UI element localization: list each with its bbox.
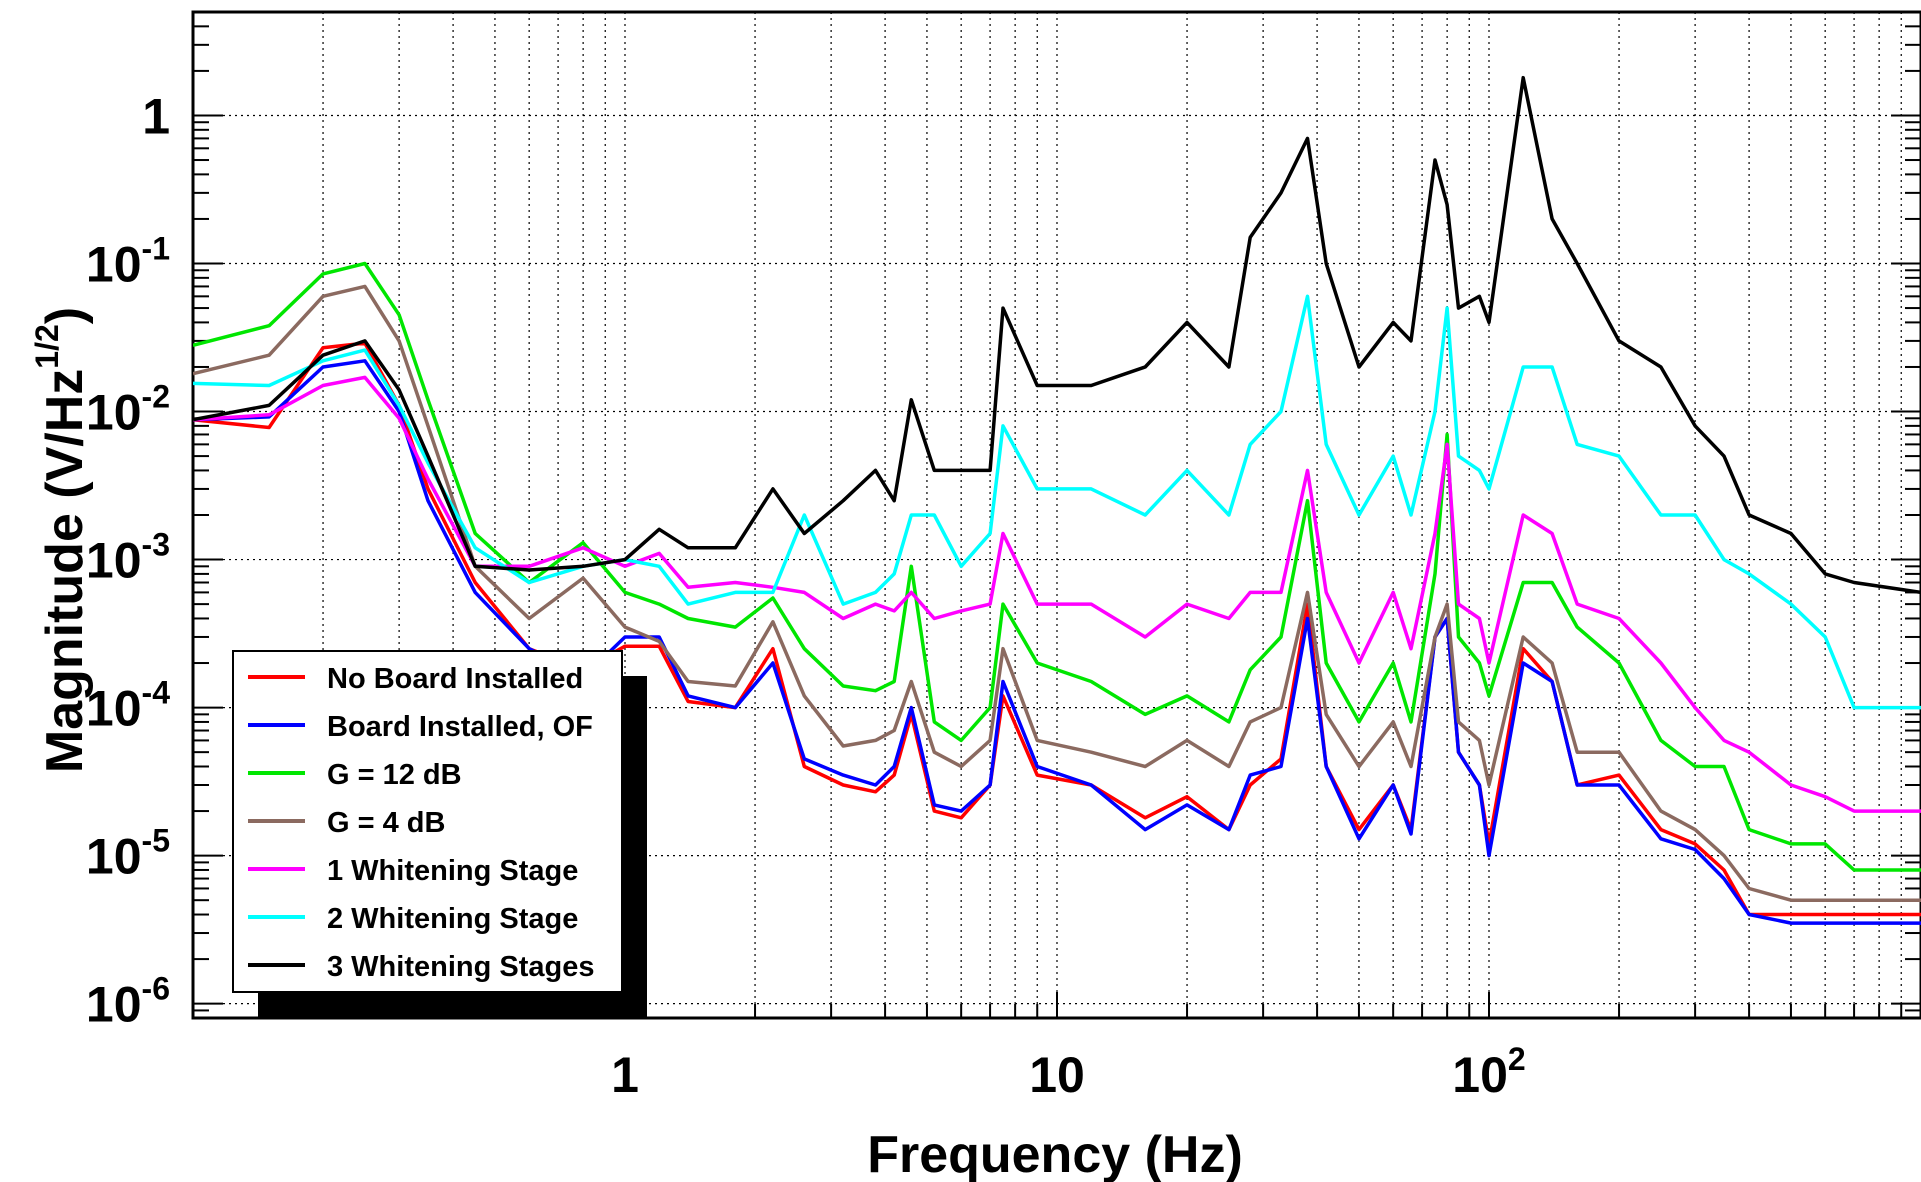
x-axis-label: Frequency (Hz): [867, 1126, 1243, 1182]
series-line-5: [193, 375, 1921, 813]
legend-label: 3 Whitening Stages: [327, 951, 594, 983]
legend-label: 2 Whitening Stage: [327, 903, 578, 935]
tick-layer: 1 10 102 1 10-1 10-2 10-3 10-4 10-5 10-6: [86, 25, 1921, 1103]
legend: No Board Installed Board Installed, OF G =…: [232, 650, 647, 1017]
y-tick-label: 10-4: [86, 675, 170, 737]
series-line-7: [193, 75, 1921, 595]
legend-label: Board Installed, OF: [327, 711, 593, 743]
legend-label: G = 12 dB: [327, 759, 462, 791]
y-tick-label: 10-5: [86, 823, 170, 885]
x-tick-label: 1: [611, 1047, 639, 1103]
y-tick-label: 1: [142, 88, 170, 144]
legend-label: 1 Whitening Stage: [327, 855, 578, 887]
legend-label: No Board Installed: [327, 663, 583, 695]
series-line-3: [193, 261, 1921, 872]
y-tick-label: 10-1: [86, 231, 170, 293]
x-tick-label: 102: [1452, 1041, 1525, 1103]
legend-label: G = 4 dB: [327, 807, 445, 839]
y-tick-label: 10-6: [86, 971, 170, 1033]
series-line-4: [193, 284, 1921, 902]
y-tick-label: 10-2: [86, 379, 170, 441]
y-tick-label: 10-3: [86, 527, 170, 589]
y-axis-label: Magnitude (V/Hz1/2): [29, 307, 94, 773]
x-tick-label: 10: [1029, 1047, 1085, 1103]
